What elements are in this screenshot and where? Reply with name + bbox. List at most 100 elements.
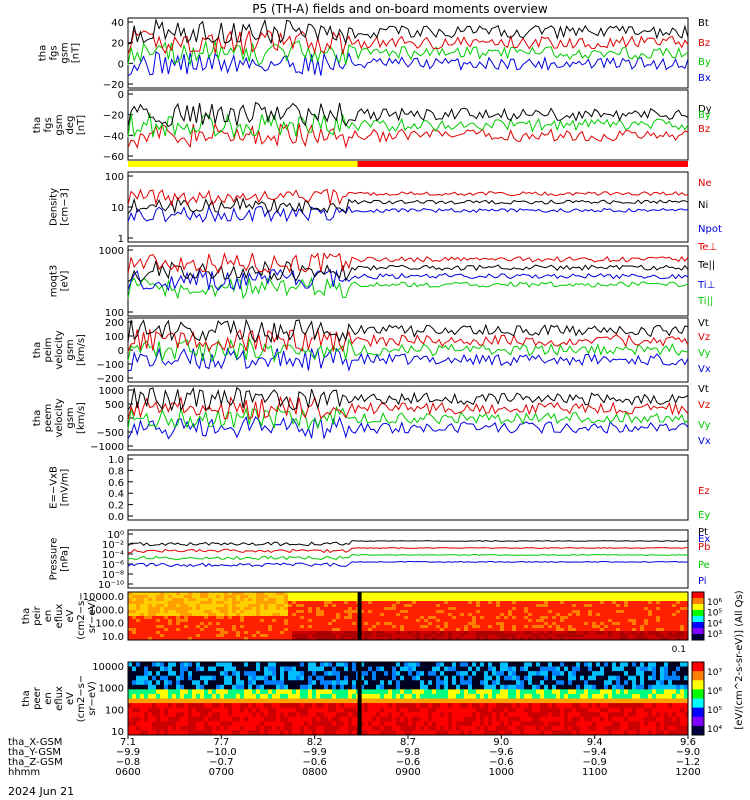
- spectrogram-cell: [340, 703, 345, 709]
- spectrogram-cell: [168, 631, 173, 635]
- spectrogram-cell: [420, 637, 425, 641]
- spectrogram-cell: [300, 721, 305, 727]
- y-tick-label: 10⁻⁸: [102, 570, 124, 581]
- spectrogram-cell: [420, 689, 425, 695]
- spectrogram-cell: [404, 689, 409, 695]
- spectrogram-cell: [648, 625, 653, 629]
- spectrogram-cell: [440, 662, 445, 668]
- spectrogram-cell: [396, 707, 401, 713]
- spectrogram-cell: [532, 601, 537, 605]
- spectrogram-cell: [436, 662, 441, 668]
- spectrogram-cell: [168, 637, 173, 641]
- spectrogram-cell: [472, 604, 477, 608]
- spectrogram-cell: [352, 595, 357, 599]
- spectrogram-cell: [592, 689, 597, 695]
- spectrogram-cell: [424, 671, 429, 677]
- spectrogram-cell: [240, 592, 245, 596]
- spectrogram-cell: [204, 712, 209, 718]
- spectrogram-cell: [188, 693, 193, 699]
- spectrogram-cell: [228, 703, 233, 709]
- spectrogram-cell: [156, 671, 161, 677]
- spectrogram-cell: [460, 716, 465, 722]
- spectrogram-cell: [544, 707, 549, 713]
- spectrogram-cell: [236, 721, 241, 727]
- spectrogram-cell: [292, 703, 297, 709]
- spectrogram-cell: [452, 684, 457, 690]
- colorbar-tick-label: 10⁵: [707, 609, 722, 619]
- spectrogram-cell: [300, 628, 305, 632]
- spectrogram-cell: [660, 675, 665, 681]
- spectrogram-cell: [572, 616, 577, 620]
- spectrogram-cell: [416, 666, 421, 672]
- spectrogram-cell: [396, 604, 401, 608]
- spectrogram-cell: [576, 595, 581, 599]
- spectrogram-cell: [612, 631, 617, 635]
- spectrogram-cell: [464, 730, 469, 736]
- spectrogram-cell: [512, 693, 517, 699]
- spectrogram-cell: [584, 671, 589, 677]
- spectrogram-cell: [444, 634, 449, 638]
- spectrogram-cell: [408, 604, 413, 608]
- spectrogram-cell: [580, 716, 585, 722]
- spectrogram-cell: [284, 662, 289, 668]
- spectrogram-cell: [296, 622, 301, 626]
- spectrogram-cell: [200, 698, 205, 704]
- spectrogram-cell: [212, 634, 217, 638]
- spectrogram-cell: [324, 637, 329, 641]
- axis-row-value: 0700: [209, 767, 234, 778]
- spectrogram-cell: [420, 595, 425, 599]
- spectrogram-cell: [556, 712, 561, 718]
- spectrogram-cell: [528, 634, 533, 638]
- spectrogram-cell: [328, 601, 333, 605]
- y-axis-label: en: [43, 692, 54, 705]
- axis-row-value: 0900: [395, 767, 420, 778]
- spectrogram-cell: [536, 712, 541, 718]
- spectrogram-cell: [200, 619, 205, 623]
- spectrogram-cell: [288, 730, 293, 736]
- spectrogram-cell: [436, 725, 441, 731]
- spectrogram-cell: [492, 634, 497, 638]
- spectrogram-cell: [512, 607, 517, 611]
- spectrogram-cell: [368, 666, 373, 672]
- spectrogram-cell: [532, 625, 537, 629]
- spectrogram-cell: [332, 595, 337, 599]
- spectrogram-cell: [296, 628, 301, 632]
- spectrogram-cell: [228, 625, 233, 629]
- spectrogram-cell: [404, 703, 409, 709]
- spectrogram-cell: [436, 592, 441, 596]
- spectrogram-cell: [636, 637, 641, 641]
- spectrogram-cell: [524, 730, 529, 736]
- spectrogram-cell: [144, 637, 149, 641]
- axis-row-value: −0.9: [583, 757, 607, 768]
- spectrogram-cell: [456, 725, 461, 731]
- spectrogram-cell: [376, 607, 381, 611]
- spectrogram-cell: [220, 730, 225, 736]
- spectrogram-cell: [144, 666, 149, 672]
- spectrogram-cell: [216, 707, 221, 713]
- spectrogram-cell: [676, 671, 681, 677]
- spectrogram-cell: [204, 601, 209, 605]
- spectrogram-cell: [656, 622, 661, 626]
- spectrogram-cell: [308, 628, 313, 632]
- y-axis-label: (cm2−s−: [76, 675, 87, 722]
- spectrogram-cell: [540, 619, 545, 623]
- spectrogram-cell: [344, 666, 349, 672]
- series-Ti||: [127, 276, 689, 300]
- spectrogram-cell: [324, 716, 329, 722]
- spectrogram-cell: [556, 721, 561, 727]
- spectrogram-cell: [336, 607, 341, 611]
- spectrogram-cell: [560, 595, 565, 599]
- spectrogram-cell: [232, 625, 237, 629]
- spectrogram-cell: [668, 628, 673, 632]
- spectrogram-cell: [368, 616, 373, 620]
- spectrogram-cell: [188, 703, 193, 709]
- spectrogram-cell: [328, 675, 333, 681]
- spectrogram-cell: [676, 662, 681, 668]
- spectrogram-cell: [340, 662, 345, 668]
- spectrogram-cell: [632, 680, 637, 686]
- spectrogram-cell: [188, 628, 193, 632]
- spectrogram-cell: [664, 610, 669, 614]
- y-tick-label: 10: [111, 203, 124, 214]
- spectrogram-cell: [220, 666, 225, 672]
- spectrogram-cell: [244, 680, 249, 686]
